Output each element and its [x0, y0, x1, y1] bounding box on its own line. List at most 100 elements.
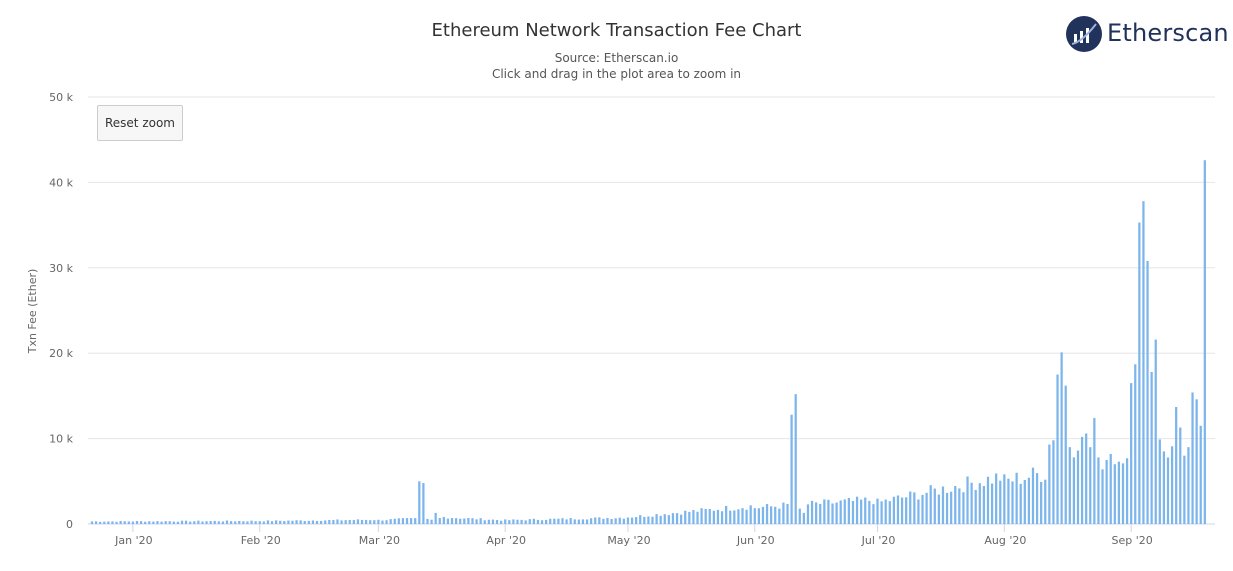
bar[interactable]: [970, 482, 973, 524]
bar[interactable]: [418, 481, 421, 524]
bar[interactable]: [1068, 447, 1071, 524]
bar[interactable]: [704, 508, 707, 524]
bar[interactable]: [148, 521, 151, 524]
bar[interactable]: [99, 521, 102, 524]
bar[interactable]: [868, 500, 871, 524]
bar[interactable]: [585, 519, 589, 524]
bar[interactable]: [647, 516, 650, 524]
bar[interactable]: [900, 497, 904, 525]
bar[interactable]: [205, 521, 208, 524]
bar[interactable]: [630, 517, 634, 524]
bar[interactable]: [651, 516, 654, 524]
bar[interactable]: [528, 519, 531, 524]
bar[interactable]: [708, 508, 711, 524]
bar[interactable]: [540, 520, 544, 524]
bar[interactable]: [438, 518, 441, 524]
bar[interactable]: [933, 488, 936, 524]
bar[interactable]: [827, 499, 830, 524]
bar[interactable]: [974, 489, 977, 524]
bar[interactable]: [622, 518, 625, 524]
bar[interactable]: [823, 499, 826, 524]
bar[interactable]: [798, 508, 801, 524]
bar[interactable]: [958, 488, 961, 524]
bar[interactable]: [806, 504, 810, 524]
bar[interactable]: [475, 519, 478, 524]
bar[interactable]: [180, 520, 184, 524]
bar[interactable]: [725, 505, 728, 524]
bar[interactable]: [135, 521, 139, 524]
bar[interactable]: [851, 501, 855, 524]
bar[interactable]: [229, 521, 233, 524]
bar[interactable]: [892, 496, 896, 524]
bar[interactable]: [508, 520, 511, 524]
bar[interactable]: [1076, 450, 1080, 524]
bar[interactable]: [577, 519, 580, 524]
bar[interactable]: [189, 521, 192, 524]
bar[interactable]: [201, 521, 204, 524]
bar[interactable]: [463, 518, 466, 524]
bar[interactable]: [307, 520, 310, 524]
bar[interactable]: [774, 506, 777, 524]
bar[interactable]: [1138, 222, 1141, 525]
bar[interactable]: [1166, 457, 1170, 524]
bar[interactable]: [176, 521, 180, 524]
bar[interactable]: [667, 515, 670, 524]
bar[interactable]: [860, 499, 863, 524]
bar[interactable]: [291, 520, 294, 524]
bar[interactable]: [835, 502, 838, 524]
bar[interactable]: [557, 518, 560, 524]
bar[interactable]: [270, 521, 274, 524]
bar[interactable]: [405, 518, 409, 524]
bar[interactable]: [1170, 446, 1174, 524]
bar[interactable]: [741, 508, 744, 524]
bar[interactable]: [1179, 427, 1182, 525]
bar[interactable]: [680, 514, 683, 524]
bar[interactable]: [356, 519, 360, 524]
bar[interactable]: [1154, 339, 1157, 524]
bar[interactable]: [520, 519, 523, 524]
bar[interactable]: [217, 521, 220, 524]
bar[interactable]: [1048, 444, 1051, 524]
reset-zoom-button[interactable]: Reset zoom: [97, 105, 183, 141]
bar[interactable]: [311, 520, 315, 524]
bar[interactable]: [876, 498, 879, 524]
bar[interactable]: [1117, 461, 1121, 524]
bar[interactable]: [1089, 447, 1092, 524]
bar[interactable]: [712, 510, 715, 524]
bar[interactable]: [295, 520, 298, 524]
bar[interactable]: [328, 519, 331, 524]
bar[interactable]: [491, 519, 495, 524]
bar[interactable]: [1105, 459, 1108, 524]
bar[interactable]: [373, 520, 376, 524]
bar[interactable]: [123, 521, 126, 524]
bar[interactable]: [921, 494, 924, 524]
bar[interactable]: [549, 518, 552, 524]
bar[interactable]: [209, 521, 212, 524]
bar[interactable]: [512, 519, 515, 524]
bar[interactable]: [495, 520, 499, 524]
bar[interactable]: [753, 508, 756, 524]
bar[interactable]: [197, 520, 200, 524]
bar[interactable]: [393, 518, 396, 524]
bar[interactable]: [1027, 477, 1031, 524]
bar[interactable]: [937, 494, 941, 524]
bar[interactable]: [655, 514, 658, 524]
bar[interactable]: [1097, 457, 1100, 524]
bar[interactable]: [831, 503, 834, 524]
bar[interactable]: [1125, 458, 1129, 524]
bar[interactable]: [164, 521, 167, 524]
bar[interactable]: [872, 504, 875, 524]
bar[interactable]: [1035, 473, 1039, 524]
bar[interactable]: [1199, 425, 1202, 524]
bar[interactable]: [986, 476, 990, 524]
bar[interactable]: [610, 518, 613, 524]
bar[interactable]: [1040, 481, 1043, 524]
bar[interactable]: [1195, 399, 1198, 524]
bar[interactable]: [671, 513, 675, 524]
bar[interactable]: [450, 518, 454, 524]
bar[interactable]: [193, 521, 196, 524]
bar[interactable]: [352, 520, 355, 524]
bar[interactable]: [1003, 474, 1006, 524]
bar[interactable]: [659, 515, 662, 524]
bar[interactable]: [364, 519, 368, 524]
